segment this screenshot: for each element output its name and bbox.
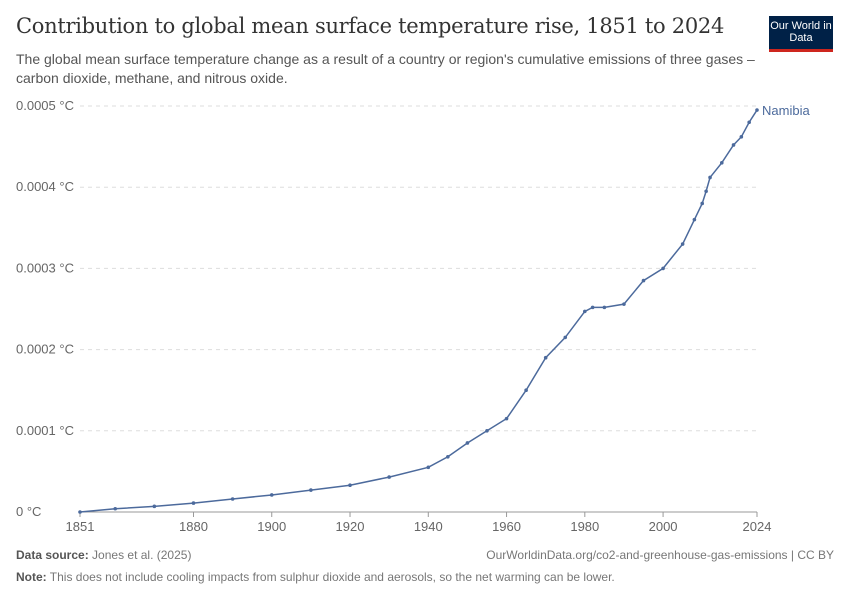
data-point (485, 429, 489, 433)
data-point (543, 355, 548, 360)
x-tick-label: 1900 (257, 519, 286, 534)
y-tick-label: 0.0003 °C (16, 260, 74, 275)
data-point (680, 242, 685, 246)
data-point (602, 305, 607, 310)
data-point (661, 266, 665, 271)
x-tick-label: 1920 (336, 519, 365, 534)
data-point (622, 302, 626, 306)
data-point (704, 189, 708, 194)
y-tick-label: 0.0002 °C (16, 342, 74, 357)
data-point (504, 416, 509, 421)
data-point (700, 201, 705, 206)
data-point (719, 161, 724, 165)
data-point (387, 475, 391, 479)
x-tick-label: 1980 (570, 519, 599, 534)
data-point (583, 309, 587, 314)
data-point (269, 493, 274, 497)
data-point (152, 504, 157, 509)
chart-subtitle: The global mean surface temperature chan… (16, 51, 755, 86)
data-point (113, 506, 118, 511)
data-source: Data source: Jones et al. (2025) (16, 548, 191, 562)
x-tick-label: 2000 (649, 519, 678, 534)
data-point (739, 135, 744, 139)
data-point (563, 335, 568, 340)
data-point (191, 501, 196, 505)
data-point (708, 175, 712, 180)
data-point (309, 488, 313, 492)
data-point (524, 388, 528, 393)
data-point (747, 120, 751, 125)
data-point (590, 305, 595, 310)
data-point (465, 441, 470, 445)
note: Note: This does not include cooling impa… (16, 570, 615, 584)
chart-title: Contribution to global mean surface temp… (16, 14, 725, 38)
data-point (348, 483, 352, 488)
data-point (692, 217, 697, 222)
owid-logo[interactable]: Our World in Data (769, 16, 833, 52)
x-tick-label: 1940 (414, 519, 443, 534)
data-point (426, 465, 431, 470)
data-point (731, 143, 736, 147)
logo-text: Our World in Data (770, 20, 832, 44)
y-tick-label: 0 °C (16, 504, 41, 519)
note-text: This does not include cooling impacts fr… (49, 570, 615, 584)
note-label: Note: (16, 570, 47, 584)
data-point (446, 454, 450, 459)
data-point (230, 497, 235, 501)
source-text[interactable]: Jones et al. (2025) (92, 548, 192, 562)
data-point (78, 510, 82, 514)
x-tick-label: 1851 (66, 519, 95, 534)
source-url[interactable]: OurWorldinData.org/co2-and-greenhouse-ga… (486, 548, 834, 562)
data-point (755, 108, 759, 112)
y-tick-label: 0.0005 °C (16, 98, 74, 113)
source-label: Data source: (16, 548, 89, 562)
data-point (641, 278, 646, 283)
x-tick-label: 2024 (743, 519, 772, 534)
y-tick-label: 0.0004 °C (16, 179, 74, 194)
series-label: Namibia (762, 103, 810, 118)
series-line (79, 109, 758, 513)
x-tick-label: 1880 (179, 519, 208, 534)
x-tick-label: 1960 (492, 519, 521, 534)
y-tick-label: 0.0001 °C (16, 423, 74, 438)
